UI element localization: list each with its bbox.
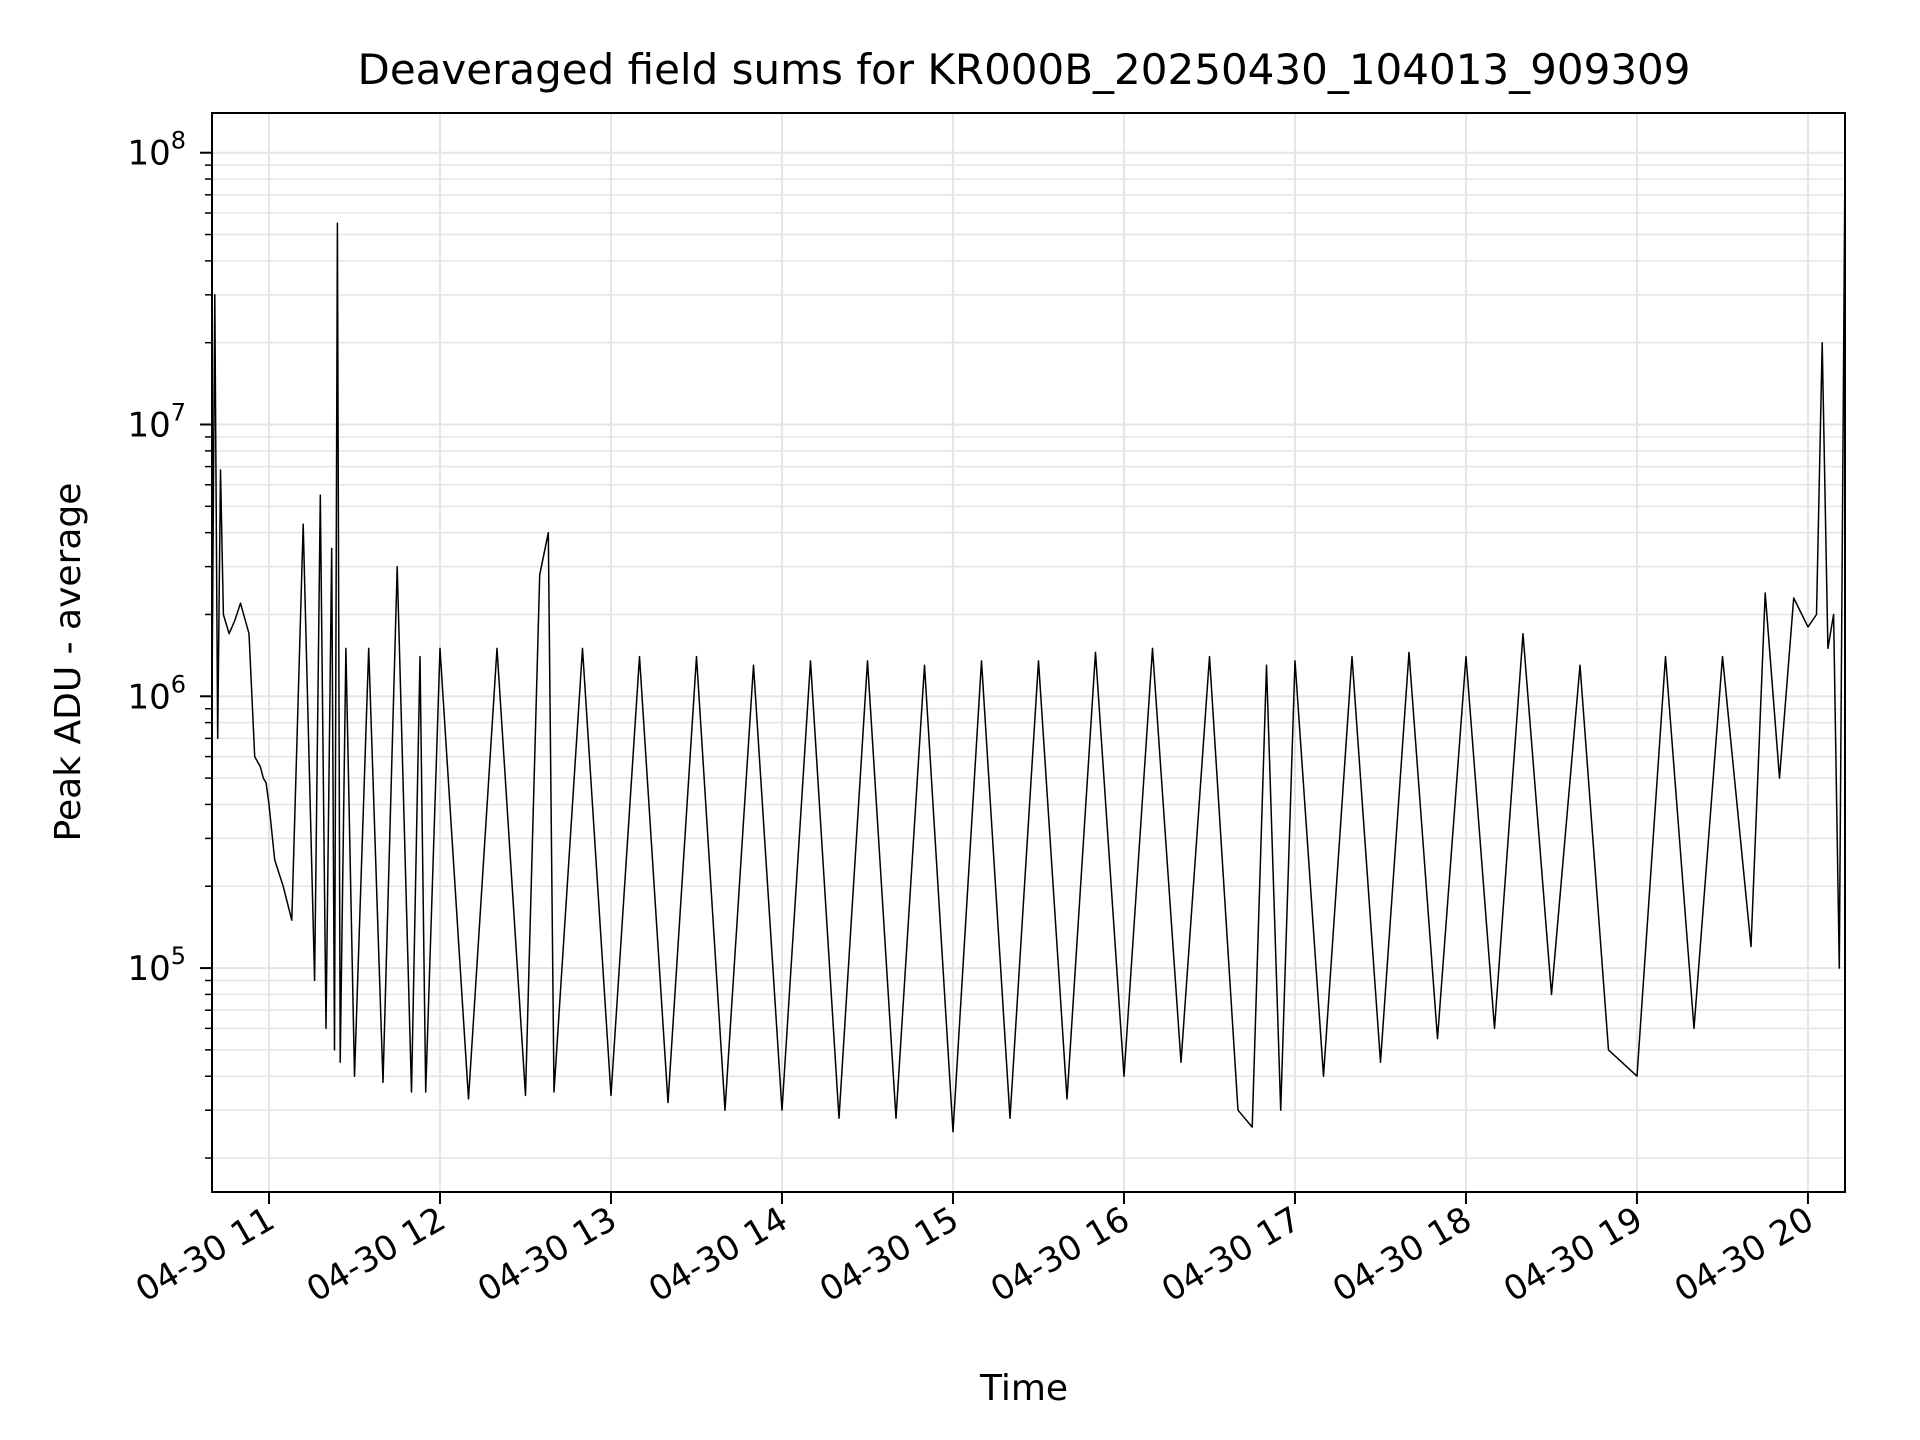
y-tick-label: 106 [127,670,186,717]
series-polyline [211,158,1846,1133]
y-axis-title: Peak ADU - average [48,483,89,842]
plot-frame [211,112,1846,1193]
y-tick-label: 108 [127,127,186,174]
y-tick-label: 107 [127,399,186,446]
grid [212,113,1845,1192]
y-tick-label: 105 [127,942,186,989]
series-line [211,158,1846,1133]
chart-title: Deaveraged field sums for KR000B_2025043… [358,45,1691,94]
x-axis-title: Time [979,1368,1068,1409]
